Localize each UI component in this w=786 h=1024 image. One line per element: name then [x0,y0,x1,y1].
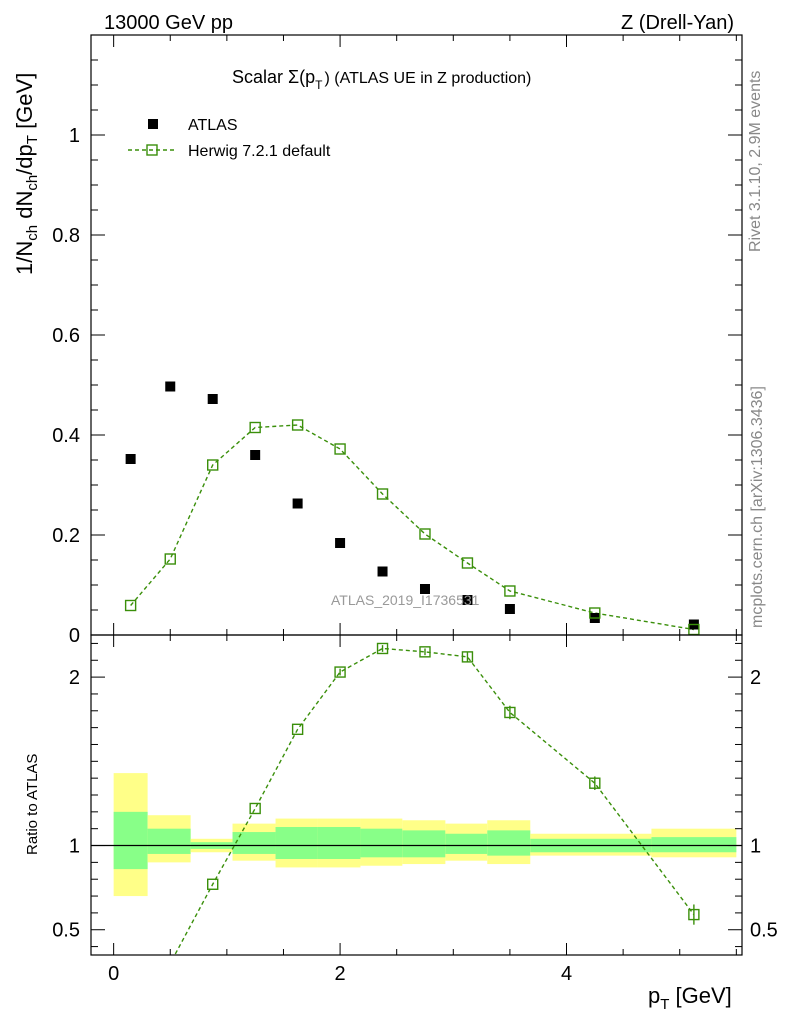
y-tick-label: 1 [69,125,80,147]
atlas-point [125,454,136,464]
ratio-y-axis-label: Ratio to ATLAS [24,754,41,855]
analysis-watermark: ATLAS_2019_I1736531 [331,592,480,608]
herwig-point [688,623,700,636]
ratio-point [589,777,601,789]
y-tick-label: 0.8 [52,225,80,247]
ratio-point [376,642,389,655]
ratio-series [207,642,700,925]
y-tick-label: 0 [69,625,80,647]
y-tick-label: 0.6 [52,325,80,347]
herwig-point [291,419,304,431]
ratio-y-tick-label: 2 [69,667,80,689]
main-y-axis-label: 1/Nch dNch/dpT [GeV] [12,73,41,275]
atlas-point [377,566,388,577]
x-tick-label: 2 [335,963,346,985]
x-tick-labels: 0 2 4 [108,963,572,985]
atlas-point [335,538,346,548]
herwig-point [376,488,389,500]
herwig-point [249,421,261,434]
ratio-axis-ticks [91,635,742,955]
ratio-y-tick-label-right: 0.5 [750,920,778,942]
atlas-point [207,394,218,404]
ratio-line [173,647,695,955]
ratio-series-line [173,647,695,955]
herwig-point [419,528,431,540]
ratio-panel-frame [90,634,743,956]
ratio-point [688,908,700,921]
ratio-y-tick-label-right: 2 [750,667,761,689]
ratio-uncertainty-bands [113,773,737,897]
band-inner [487,830,531,856]
band-inner [360,828,403,858]
y-tick-label: 0.2 [52,525,80,547]
x-axis-label: pT [GeV] [648,983,732,1013]
herwig-point [589,607,601,619]
ratio-point [334,666,346,678]
mcplots-info: mcplots.cern.ch [arXiv:1306.3436] [749,386,766,628]
x-tick-label: 0 [108,963,119,985]
ratio-point [419,646,431,658]
ratio-point [504,706,516,719]
band-inner [651,837,737,853]
rivet-info: Rivet 3.1.10, 2.9M events [747,71,764,252]
ratio-point [249,802,261,815]
atlas-point [250,450,261,460]
y-tick-label: 0.4 [52,425,80,447]
band-inner [445,833,488,854]
herwig-point [334,443,346,455]
band-inner [113,811,148,870]
ratio-point [207,878,219,890]
herwig-point [207,459,219,471]
main-y-tick-labels: 0 0.2 0.4 0.6 0.8 1 [52,125,80,647]
legend-herwig-label: Herwig 7.2.1 default [188,143,331,160]
plot-title: Scalar Σ(pT) (ATLAS UE in Z production) [232,67,531,92]
x-tick-label: 4 [561,963,572,985]
atlas-point [462,595,473,605]
herwig-series-line [130,424,694,631]
atlas-point [419,584,430,594]
band-inner [317,827,361,859]
herwig-point [124,599,137,612]
band-inner [402,830,446,858]
header-process: Z (Drell-Yan) [621,12,734,34]
atlas-point [504,604,515,614]
herwig-point [164,553,176,565]
atlas-point [292,498,303,509]
ratio-point [461,651,474,663]
ratio-y-tick-label-right: 1 [750,836,761,858]
legend-atlas-label: ATLAS [188,117,238,134]
ratio-y-tick-label: 1 [69,836,80,858]
legend: ATLAS Herwig 7.2.1 default [128,117,331,160]
ratio-point [291,723,304,736]
herwig-line [130,424,694,631]
herwig-point [461,557,474,569]
header-energy: 13000 GeV pp [104,12,233,34]
ratio-y-tick-label: 0.5 [52,920,80,942]
main-axis-ticks [91,34,742,636]
legend-atlas-marker [148,119,158,129]
ratio-y-tick-labels: 0.5 0.5 1 1 2 2 [52,667,778,942]
legend-herwig-marker [146,144,158,156]
atlas-point [165,381,176,392]
band-inner [275,827,318,859]
band-inner [147,828,191,854]
band-inner [232,832,276,854]
ratio-panel [90,634,743,956]
herwig-point [504,585,516,597]
